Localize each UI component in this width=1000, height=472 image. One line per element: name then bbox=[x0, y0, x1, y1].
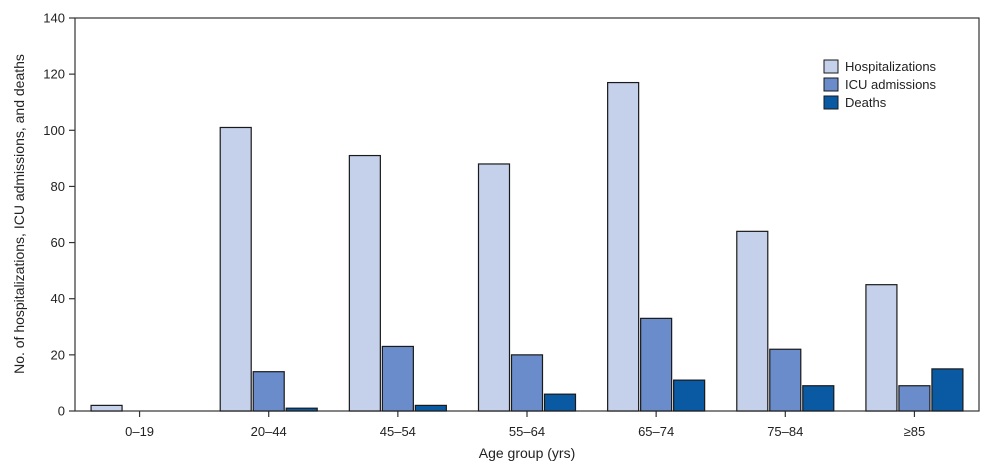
legend: Hospitalizations ICU admissions Deaths bbox=[823, 59, 937, 110]
y-tick-label: 60 bbox=[51, 235, 65, 250]
bar-hospitalizations bbox=[865, 284, 898, 412]
bar-deaths bbox=[673, 379, 706, 412]
bar-icu-admissions bbox=[381, 345, 414, 412]
bar-deaths bbox=[931, 368, 964, 412]
bar-hospitalizations bbox=[477, 163, 511, 412]
bar-hospitalizations bbox=[736, 230, 769, 412]
legend-swatch bbox=[823, 95, 839, 110]
y-axis: 0 20 40 60 80 100 120 140 bbox=[43, 11, 75, 419]
bar-hospitalizations bbox=[607, 81, 640, 412]
y-axis-title: No. of hospitalizations, ICU admissions,… bbox=[11, 54, 27, 374]
x-axis-title: Age group (yrs) bbox=[479, 445, 575, 461]
legend-label: Hospitalizations bbox=[845, 59, 937, 74]
x-tick-label: 55–64 bbox=[509, 424, 545, 439]
x-tick-label: 45–54 bbox=[380, 424, 416, 439]
y-tick-label: 40 bbox=[51, 291, 65, 306]
y-tick-label: 0 bbox=[58, 404, 65, 419]
legend-label: ICU admissions bbox=[845, 77, 937, 92]
bar-hospitalizations bbox=[90, 404, 123, 412]
bar-deaths bbox=[414, 404, 447, 412]
bar-icu-admissions bbox=[898, 385, 931, 412]
bar-icu-admissions bbox=[640, 317, 673, 412]
x-tick-label: ≥85 bbox=[904, 424, 926, 439]
bar-deaths bbox=[543, 393, 577, 412]
plot-frame bbox=[74, 17, 980, 412]
y-tick-label: 80 bbox=[51, 179, 65, 194]
bar-hospitalizations bbox=[348, 154, 381, 412]
bars bbox=[90, 81, 964, 412]
bar-deaths bbox=[285, 407, 318, 412]
x-tick-label: 65–74 bbox=[638, 424, 674, 439]
legend-label: Deaths bbox=[845, 95, 887, 110]
bar-icu-admissions bbox=[510, 354, 544, 412]
plot-area: 0 20 40 60 80 100 120 140 0–19 20–44 45–54 55–64 65… bbox=[43, 11, 980, 439]
legend-swatch bbox=[823, 77, 839, 92]
y-tick-label: 100 bbox=[43, 123, 65, 138]
y-tick-label: 20 bbox=[51, 347, 65, 362]
bar-deaths bbox=[802, 385, 835, 412]
y-tick-label: 120 bbox=[43, 67, 65, 82]
x-tick-label: 0–19 bbox=[125, 424, 154, 439]
bar-icu-admissions bbox=[252, 371, 285, 412]
x-axis: 0–19 20–44 45–54 55–64 65–74 75–84 ≥85 bbox=[125, 411, 925, 439]
bar-hospitalizations bbox=[219, 126, 252, 412]
x-tick-label: 20–44 bbox=[251, 424, 287, 439]
x-tick-label: 75–84 bbox=[767, 424, 803, 439]
legend-swatch bbox=[823, 59, 839, 74]
y-tick-label: 140 bbox=[43, 11, 65, 26]
bar-icu-admissions bbox=[769, 348, 802, 412]
